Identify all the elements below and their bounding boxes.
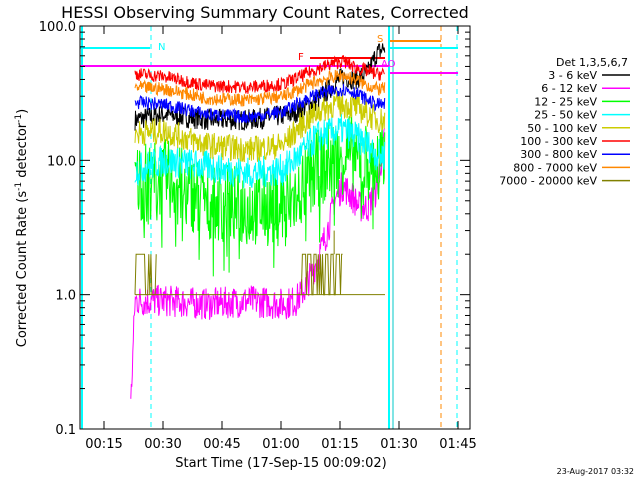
plot-area: N S F AO	[80, 26, 458, 429]
legend-title: Det 1,3,5,6,7	[556, 56, 628, 69]
y-axis: 0.1 1.0 10.0 100.0	[39, 20, 470, 438]
chart-title: HESSI Observing Summary Count Rates, Cor…	[61, 3, 469, 22]
x-axis: 00:15 00:30 00:45 01:00 01:15 01:30 01:45	[85, 26, 477, 452]
y-tick-label: 10.0	[47, 154, 76, 169]
series-trace	[134, 55, 385, 94]
x-tick-label: 00:30	[144, 437, 181, 452]
legend-label: 25 - 50 keV	[534, 109, 597, 122]
flag-label-f: F	[298, 52, 304, 63]
series-100-300-kev	[134, 55, 385, 94]
series-trace	[134, 114, 386, 277]
x-tick-label: 00:15	[85, 437, 122, 452]
series-trace	[134, 69, 386, 107]
x-tick-label: 01:45	[439, 437, 476, 452]
legend-label: 100 - 300 keV	[520, 135, 597, 148]
x-tick-label: 01:00	[262, 437, 299, 452]
series-trace	[130, 128, 385, 399]
legend-label: 300 - 800 keV	[520, 148, 597, 161]
series-25-50-kev	[134, 113, 386, 188]
series-800-7000-kev	[134, 69, 386, 107]
y-tick-label: 100.0	[39, 20, 76, 35]
flag-label-ao: AO	[381, 59, 396, 70]
legend-label: 800 - 7000 keV	[513, 161, 597, 174]
legend-label: 6 - 12 keV	[541, 82, 597, 95]
x-tick-label: 00:45	[203, 437, 240, 452]
legend-label: 12 - 25 keV	[534, 95, 597, 108]
y-tick-label: 0.1	[55, 423, 76, 438]
series-12-25-kev	[134, 114, 386, 277]
series-50-100-kev	[134, 91, 386, 163]
series-300-800-kev	[134, 83, 386, 124]
x-tick-label: 01:15	[321, 437, 358, 452]
y-axis-label: Corrected Count Rate (s-1 detector-1)	[14, 109, 30, 347]
series-trace	[134, 83, 386, 124]
series-trace	[134, 113, 386, 188]
y-tick-label: 1.0	[55, 289, 76, 304]
legend-label: 7000 - 20000 keV	[499, 175, 597, 188]
series-6-12-kev	[130, 128, 385, 399]
x-tick-label: 01:30	[380, 437, 417, 452]
series-7000-20000-kev	[134, 230, 385, 296]
legend-label: 3 - 6 keV	[548, 69, 597, 82]
flag-label-s: S	[377, 34, 383, 45]
series-trace	[134, 91, 386, 163]
date-stamp: 23-Aug-2017 03:32	[557, 467, 634, 476]
flag-label-n: N	[158, 42, 165, 53]
plot-frame	[79, 25, 471, 430]
x-axis-label: Start Time (17-Sep-15 00:09:02)	[175, 456, 386, 471]
legend-label: 50 - 100 keV	[527, 122, 597, 135]
